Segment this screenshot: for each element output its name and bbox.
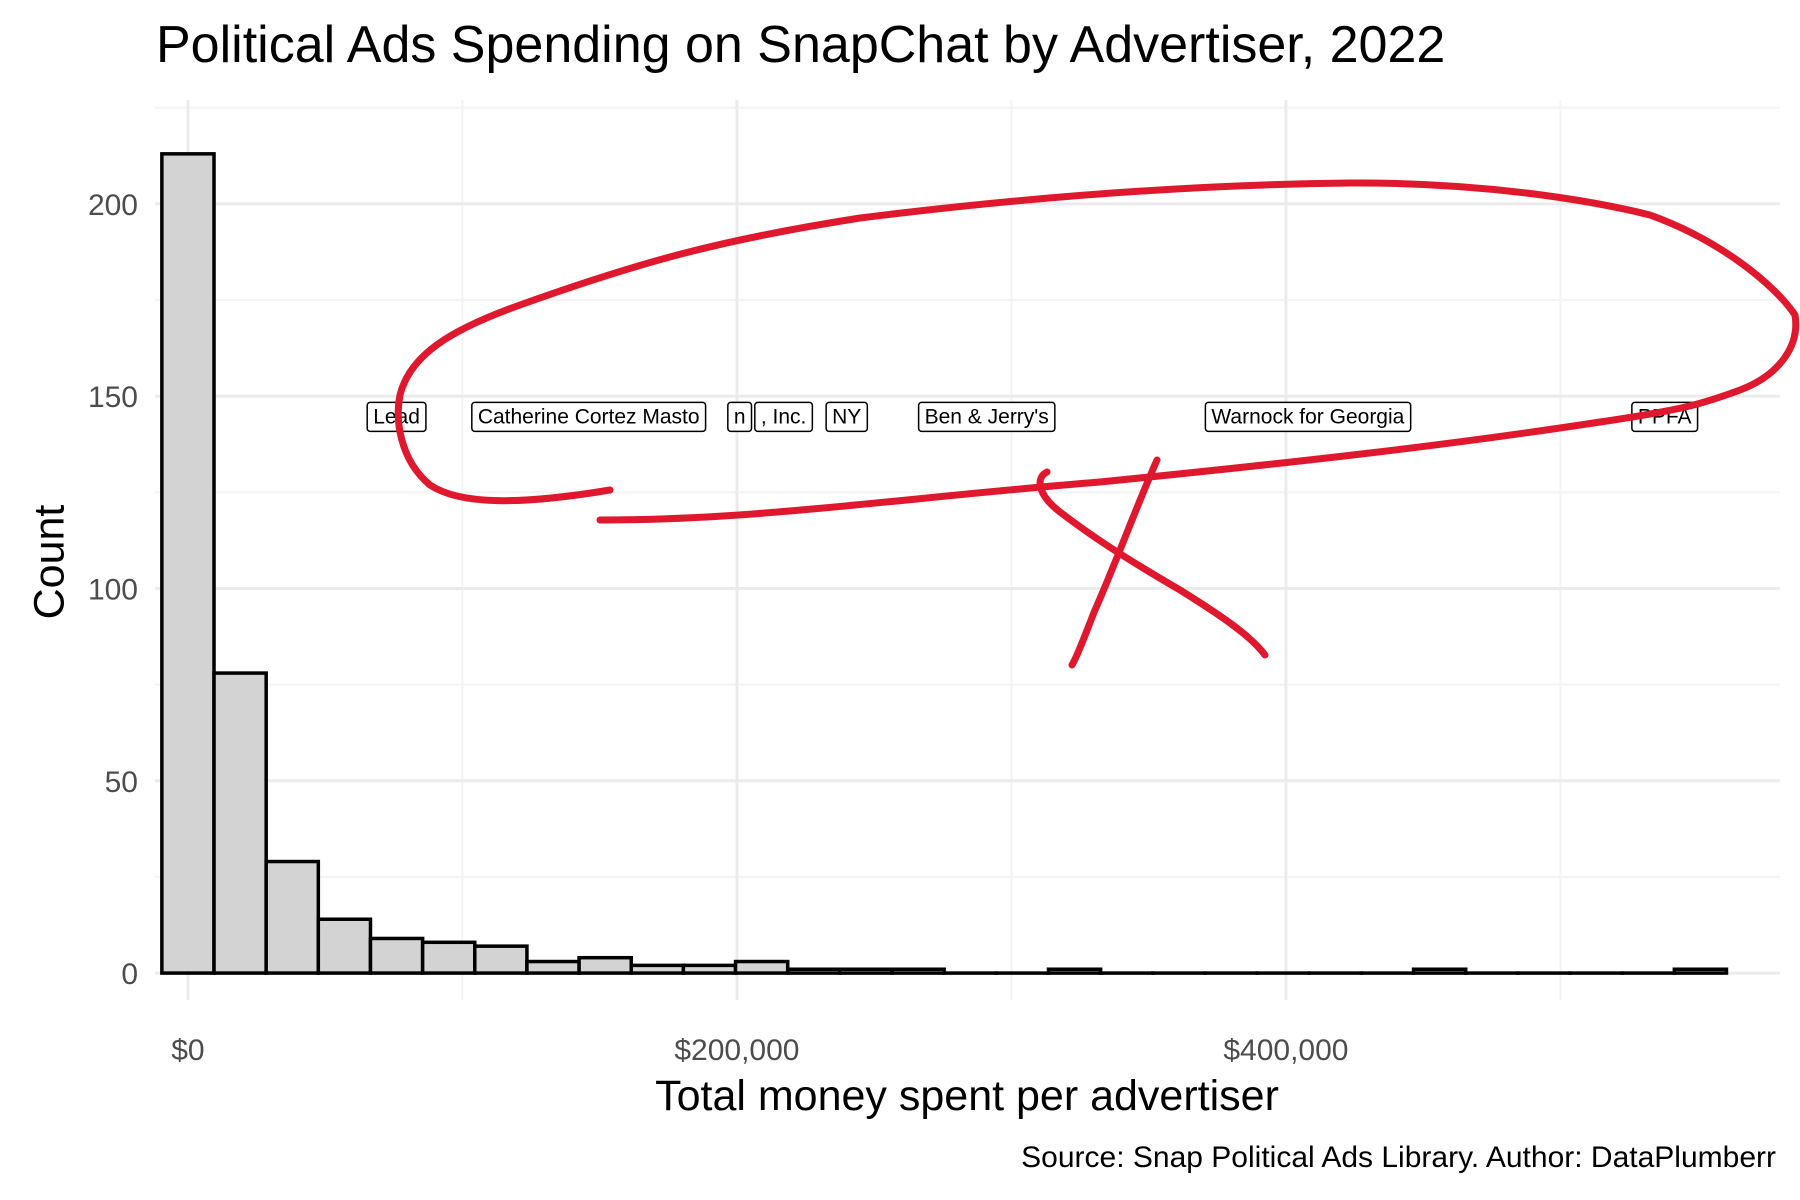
- advertiser-label-box: [825, 401, 869, 433]
- hand-drawn-annotation: [394, 179, 1800, 669]
- y-tick-label: 0: [121, 958, 138, 991]
- histogram-bar: [838, 967, 894, 975]
- chart-caption: Source: Snap Political Ads Library. Auth…: [1021, 1141, 1776, 1174]
- advertiser-label-box: [1204, 401, 1412, 433]
- annotation-cross-stroke-1: [1036, 468, 1269, 659]
- chart-title: Political Ads Spending on SnapChat by Ad…: [156, 16, 1445, 74]
- advertiser-label-text: Ben & Jerry's: [925, 405, 1049, 428]
- histogram-bar: [160, 152, 216, 975]
- histogram-bar: [525, 959, 581, 975]
- bar-layer: [160, 152, 1729, 975]
- advertiser-label-box: [917, 401, 1056, 433]
- advertiser-label-text: NY: [832, 405, 861, 428]
- histogram-bar: [368, 936, 425, 975]
- y-axis-title: Count: [25, 505, 73, 620]
- histogram-bar: [890, 967, 946, 975]
- histogram-bar: [1672, 967, 1729, 975]
- histogram-bar: [316, 917, 373, 975]
- advertiser-label: Catherine Cortez Masto: [471, 401, 707, 433]
- histogram-bar: [733, 959, 790, 975]
- histogram-bar: [212, 671, 268, 975]
- histogram-bar: [577, 955, 633, 975]
- y-tick-label: 150: [88, 381, 138, 414]
- annotation-cross-stroke-2: [1068, 456, 1161, 669]
- histogram-bar: [473, 944, 529, 975]
- advertiser-label-text: , Inc.: [761, 405, 807, 428]
- advertiser-label-text: Warnock for Georgia: [1211, 405, 1404, 428]
- y-tick-label: 100: [88, 573, 138, 606]
- grid-layer: [155, 100, 1780, 1000]
- histogram-bar: [629, 963, 686, 975]
- advertiser-label: Ben & Jerry's: [917, 401, 1056, 433]
- advertiser-label-box: [754, 401, 814, 433]
- x-tick-label: $400,000: [1223, 1034, 1348, 1067]
- histogram-bar: [1411, 967, 1468, 975]
- advertiser-label: , Inc.: [754, 401, 814, 433]
- histogram-bar: [1046, 967, 1103, 975]
- histogram-bar: [681, 963, 738, 975]
- advertiser-label: n: [727, 401, 753, 433]
- y-tick-label: 50: [105, 766, 138, 799]
- tick-layer: 0 50 100 150 200 $0 $200,000 $400,000: [88, 189, 1349, 1067]
- annotation-ellipse-stroke: [394, 179, 1800, 524]
- advertiser-label: NY: [825, 401, 869, 433]
- y-tick-label: 200: [88, 189, 138, 222]
- advertiser-label: Warnock for Georgia: [1204, 401, 1412, 433]
- histogram-bar: [785, 967, 842, 975]
- advertiser-label-text: n: [734, 405, 746, 428]
- x-axis-title: Total money spent per advertiser: [655, 1072, 1279, 1120]
- advertiser-label-box: [727, 401, 753, 433]
- advertiser-label-box: [471, 401, 707, 433]
- advertiser-label-text: Catherine Cortez Masto: [478, 405, 700, 428]
- x-tick-label: $0: [171, 1034, 204, 1067]
- histogram-bar: [420, 940, 477, 975]
- x-tick-label: $200,000: [674, 1034, 799, 1067]
- histogram-bar: [264, 859, 321, 975]
